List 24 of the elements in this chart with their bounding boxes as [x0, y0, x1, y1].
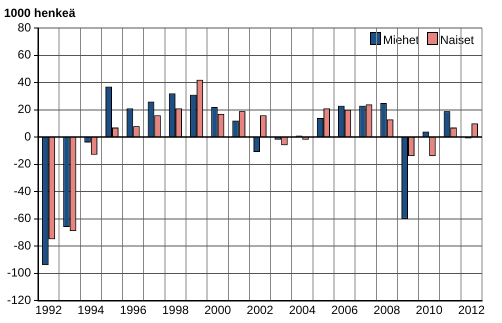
x-tick-label: 1998 [162, 303, 190, 318]
x-tick-label: 1992 [35, 303, 62, 318]
y-axis-title: 1000 henkeä [4, 6, 76, 20]
legend-label: Naiset [438, 32, 474, 47]
x-tick-label: 2008 [374, 303, 401, 318]
x-tick-label: 2010 [416, 303, 443, 318]
x-tick-label: 1994 [78, 303, 105, 318]
x-tick-label: 2012 [458, 303, 486, 318]
y-tick-label: 20 [18, 102, 32, 116]
y-tick-label: -80 [14, 238, 32, 252]
y-tick-label: -20 [14, 156, 32, 171]
x-tick-label: 2006 [331, 303, 358, 318]
y-tick-label: -120 [6, 292, 32, 307]
y-tick-label: -100 [6, 266, 32, 280]
y-tick-label: 60 [18, 48, 32, 62]
x-tick-label: 2002 [246, 303, 274, 318]
y-tick-label: 40 [18, 74, 32, 89]
y-tick-label: 0 [24, 129, 32, 144]
y-tick-label: 80 [18, 20, 32, 34]
y-tick-label: -60 [14, 211, 32, 226]
x-tick-label: 1996 [120, 303, 147, 318]
x-tick-label: 2000 [204, 303, 232, 318]
y-tick-label: -40 [14, 184, 32, 198]
x-tick-label: 2004 [288, 303, 316, 318]
